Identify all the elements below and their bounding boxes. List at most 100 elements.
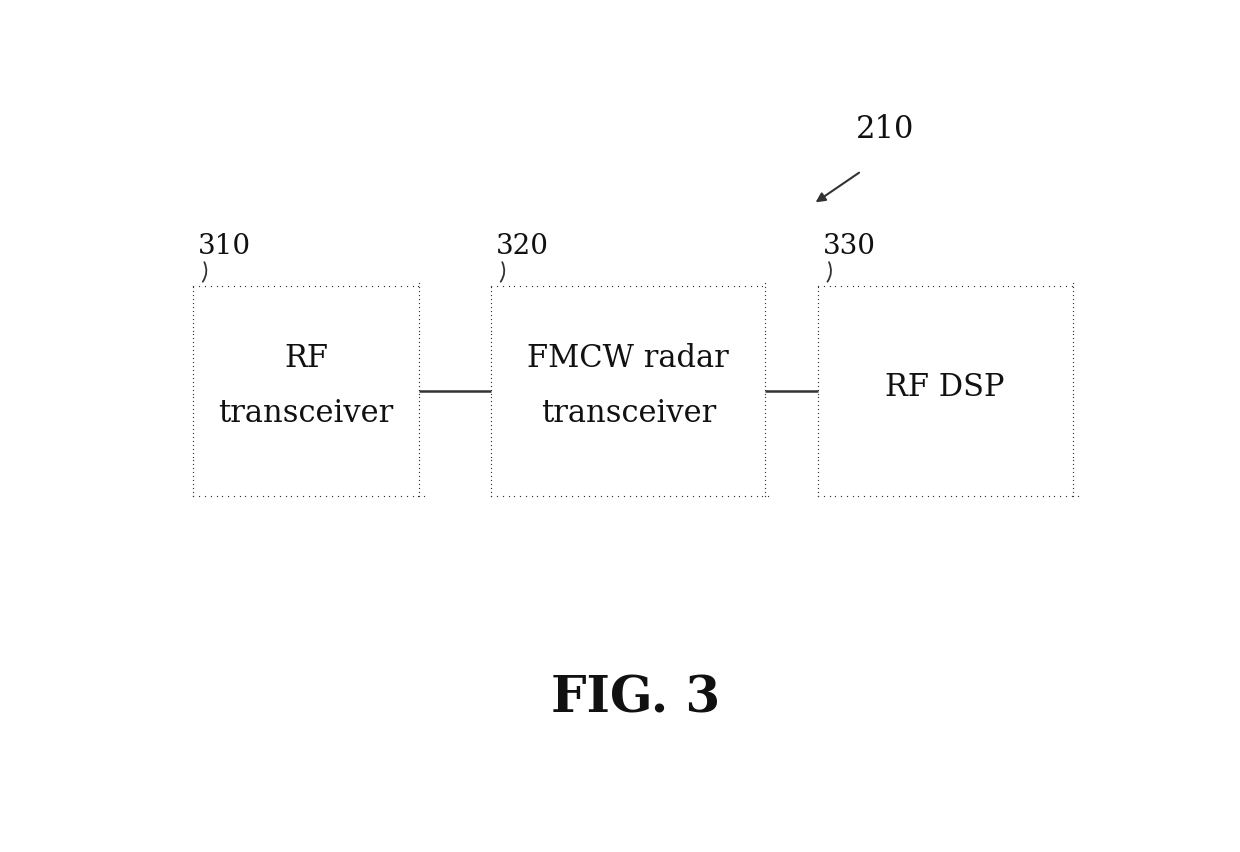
Point (755, 348, 775, 361)
Point (808, 469, 828, 483)
Point (1011, 489, 1030, 503)
Point (1063, 477, 1083, 491)
Point (505, 489, 525, 503)
Point (660, 489, 680, 503)
Point (1063, 371, 1083, 384)
Point (481, 328, 501, 342)
Point (481, 348, 501, 361)
Point (481, 453, 501, 467)
Point (1039, 279, 1059, 293)
Point (649, 279, 668, 293)
Point (755, 308, 775, 321)
Point (808, 442, 828, 456)
Point (808, 485, 828, 498)
Point (1063, 462, 1083, 475)
Point (184, 300, 203, 314)
Point (626, 489, 646, 503)
Point (946, 489, 966, 503)
Point (878, 279, 898, 293)
Point (408, 489, 428, 503)
Point (184, 320, 203, 333)
Point (409, 430, 429, 444)
Point (481, 446, 501, 459)
Point (487, 279, 507, 293)
Point (1063, 481, 1083, 495)
Point (481, 465, 501, 479)
Point (247, 279, 267, 293)
Point (386, 279, 405, 293)
Point (409, 367, 429, 381)
Point (998, 279, 1018, 293)
Point (712, 279, 732, 293)
Point (218, 279, 238, 293)
Point (184, 316, 203, 330)
Point (409, 343, 429, 357)
Point (1063, 458, 1083, 471)
Point (620, 489, 640, 503)
Point (1063, 406, 1083, 420)
Point (952, 489, 972, 503)
Point (755, 328, 775, 342)
Point (683, 489, 703, 503)
Point (1063, 411, 1083, 424)
Point (391, 489, 410, 503)
Point (184, 339, 203, 353)
Point (609, 489, 629, 503)
Point (946, 279, 966, 293)
Point (1033, 279, 1053, 293)
Point (236, 279, 255, 293)
Point (408, 279, 428, 293)
Point (212, 279, 232, 293)
Point (755, 383, 775, 396)
Point (481, 379, 501, 393)
Point (1063, 453, 1083, 467)
Point (409, 422, 429, 435)
Point (808, 390, 828, 404)
Point (481, 406, 501, 420)
Point (368, 279, 388, 293)
Point (184, 324, 203, 337)
Point (516, 489, 536, 503)
Point (409, 304, 429, 318)
Point (409, 383, 429, 396)
Point (539, 489, 559, 503)
Point (900, 489, 920, 503)
Point (533, 279, 553, 293)
Point (481, 288, 501, 302)
Point (649, 489, 668, 503)
Point (808, 331, 828, 345)
Point (735, 279, 755, 293)
Point (1063, 383, 1083, 396)
Point (808, 285, 828, 298)
Point (481, 304, 501, 318)
Point (755, 387, 775, 400)
Point (729, 489, 749, 503)
Point (755, 300, 775, 314)
Point (322, 489, 342, 503)
Point (911, 279, 931, 293)
Point (253, 279, 273, 293)
Point (409, 355, 429, 369)
Point (963, 279, 983, 293)
Point (184, 399, 203, 412)
Text: 320: 320 (496, 233, 549, 260)
Point (184, 383, 203, 396)
Point (1063, 277, 1083, 291)
Point (1063, 285, 1083, 298)
Point (409, 489, 429, 503)
Point (379, 489, 399, 503)
Point (409, 406, 429, 420)
Point (305, 279, 325, 293)
Point (293, 489, 312, 503)
Point (409, 331, 429, 345)
Point (808, 414, 828, 428)
Point (264, 279, 284, 293)
Point (952, 279, 972, 293)
Point (808, 292, 828, 306)
Point (941, 489, 961, 503)
Point (808, 296, 828, 310)
Point (895, 489, 915, 503)
Point (184, 331, 203, 345)
Point (409, 462, 429, 475)
Point (808, 411, 828, 424)
